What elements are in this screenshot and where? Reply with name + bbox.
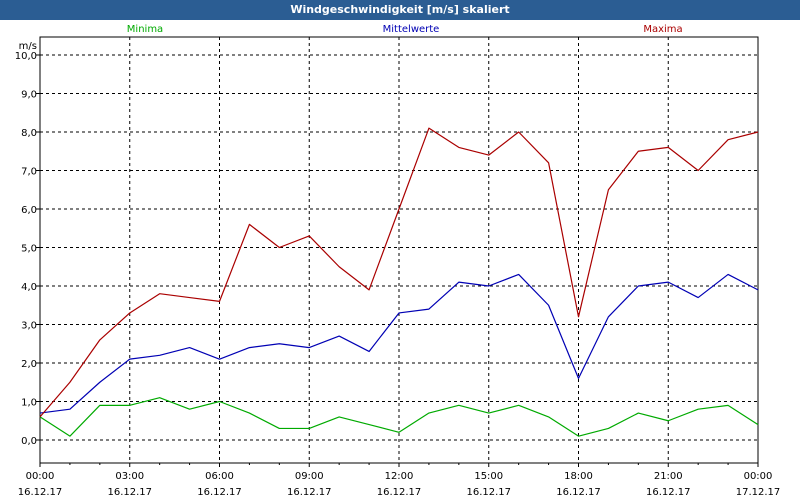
x-tick-date-label: 16.12.17	[377, 487, 422, 498]
x-tick-date-label: 16.12.17	[556, 487, 601, 498]
y-tick-label: 9,0	[21, 90, 37, 101]
y-axis-label: m/s	[19, 41, 37, 52]
x-tick-date-label: 16.12.17	[18, 487, 63, 498]
x-tick-time-label: 03:00	[115, 471, 144, 482]
legend-maxima: Maxima	[643, 24, 682, 35]
y-tick-label: 10,0	[15, 51, 37, 62]
y-tick-label: 4,0	[21, 282, 37, 293]
window-title: Windgeschwindigkeit [m/s] skaliert	[0, 0, 800, 20]
y-tick-label: 3,0	[21, 321, 37, 332]
y-tick-label: 0,0	[21, 436, 37, 447]
series-line-minima	[39, 397, 759, 437]
x-tick-time-label: 00:00	[26, 471, 55, 482]
legend-mittelwerte: Mittelwerte	[383, 24, 440, 35]
y-tick-label: 1,0	[21, 398, 37, 409]
x-tick-time-label: 21:00	[654, 471, 683, 482]
x-tick-date-label: 16.12.17	[107, 487, 152, 498]
legend-minima: Minima	[127, 24, 163, 35]
y-tick-label: 6,0	[21, 205, 37, 216]
series-line-maxima	[39, 127, 759, 418]
x-tick-time-label: 15:00	[474, 471, 503, 482]
y-tick-label: 7,0	[21, 167, 37, 178]
line-chart: 0,0 1,0 2,0 3,0 4,0 5,0 6,0 7,0 8,0 9,0 10,0m/s 00:…	[15, 24, 781, 498]
x-tick-time-label: 06:00	[205, 471, 234, 482]
x-tick-date-label: 16.12.17	[287, 487, 332, 498]
x-tick-date-label: 16.12.17	[197, 487, 242, 498]
x-tick-date-label: 16.12.17	[646, 487, 691, 498]
series-line-mittelwerte	[39, 273, 759, 414]
x-tick-time-label: 09:00	[295, 471, 324, 482]
y-tick-label: 5,0	[21, 244, 37, 255]
x-tick-date-label: 17.12.17	[736, 487, 781, 498]
x-tick-time-label: 12:00	[385, 471, 414, 482]
x-tick-time-label: 00:00	[744, 471, 773, 482]
y-tick-label: 2,0	[21, 359, 37, 370]
chart-area: 0,0 1,0 2,0 3,0 4,0 5,0 6,0 7,0 8,0 9,0 10,0 m/s 00:…	[0, 20, 800, 500]
y-tick-label: 8,0	[21, 128, 37, 139]
x-tick-time-label: 18:00	[564, 471, 593, 482]
x-tick-date-label: 16.12.17	[466, 487, 511, 498]
